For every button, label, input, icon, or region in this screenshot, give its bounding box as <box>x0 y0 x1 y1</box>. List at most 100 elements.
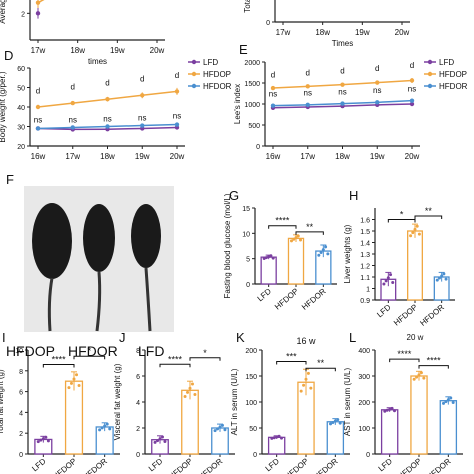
data-dot-g-1-0 <box>289 239 293 243</box>
x-axis-label-cb: Times <box>332 39 353 48</box>
y-tick-label-l-3: 300 <box>358 374 370 381</box>
y-tick-label-j-2: 4 <box>136 400 140 407</box>
data-dot-h-1-2 <box>413 227 417 231</box>
series-point-d-2-2 <box>105 124 110 129</box>
legend-label-e-0: LFD <box>439 58 454 67</box>
data-dot-g-1-4 <box>299 238 303 242</box>
series-point-e-2-4 <box>409 98 415 103</box>
significance-label-i-0: **** <box>52 355 67 365</box>
panel-letter-k: K <box>236 330 245 345</box>
y-tick-label-h-6: 1.5 <box>360 229 370 236</box>
panel-letter-l: L <box>349 330 356 345</box>
data-dot-l-0-0 <box>383 409 387 413</box>
data-dot-i-0-1 <box>39 438 43 442</box>
data-dot-l-2-4 <box>451 400 455 404</box>
data-dot-i-1-4 <box>77 383 81 387</box>
data-dot-j-2-3 <box>220 423 224 427</box>
data-dot-h-2-4 <box>444 277 448 281</box>
data-dot-h-1-0 <box>409 234 413 238</box>
y-axis-label-l: AST in serum (U/L) <box>343 368 352 437</box>
y-tick-label-i-0: 0 <box>19 452 23 459</box>
y-axis-label-e: Lee's index <box>233 84 242 124</box>
significance-bracket-j-0 <box>159 363 191 368</box>
x-tick-label-c-1: 18w <box>70 46 85 55</box>
significance-label-j-1: * <box>203 348 207 358</box>
series-point-e-1-2 <box>340 82 345 87</box>
legend-label-d-2: HFDOR <box>203 82 232 91</box>
data-dot-k-2-0 <box>328 422 332 426</box>
bar-l-0 <box>380 409 399 455</box>
legend-label-d-0: LFD <box>203 58 218 67</box>
y-tick-label-j-1: 2 <box>136 426 140 433</box>
data-dot-i-1-3 <box>75 373 79 377</box>
y-tick-label-i-3: 6 <box>19 390 23 397</box>
annotation-e-8: ns <box>373 86 381 95</box>
y-tick-label-d-3: 50 <box>17 86 25 93</box>
y-tick-label-l-1: 100 <box>358 426 370 433</box>
legend-marker-e-1 <box>427 71 433 77</box>
x-tick-label-c-3: 20w <box>150 46 165 55</box>
x-tick-label-k-1: HFDOP <box>283 457 310 474</box>
data-dot-g-1-3 <box>296 234 300 238</box>
x-tick-label-h-1: HFDOP <box>392 303 419 328</box>
series-point-e-2-3 <box>375 100 380 105</box>
significance-label-g-0: **** <box>275 216 290 226</box>
annotation-d-9: ns <box>173 112 181 121</box>
data-dot-l-0-1 <box>385 408 389 412</box>
y-tick-label-g-3: 15 <box>242 206 250 213</box>
data-dot-g-0-3 <box>269 254 273 258</box>
series-point-e-1-0 <box>270 85 276 91</box>
data-dot-k-1-2 <box>304 377 308 381</box>
annotation-e-0: d <box>271 71 275 80</box>
data-dot-g-1-1 <box>292 237 296 241</box>
data-dot-l-0-4 <box>393 409 397 413</box>
y-tick-label-e-0: 0 <box>256 144 260 151</box>
x-tick-label-c-0: 17w <box>31 46 46 55</box>
data-dot-k-0-3 <box>277 434 281 438</box>
x-tick-label-g-0: LFD <box>256 287 274 304</box>
x-tick-label-g-1: HFDOP <box>273 287 300 312</box>
mouse-photo <box>32 203 161 332</box>
y-axis-label-g: Fasting blood glucose (mol/L) <box>223 193 232 298</box>
data-dot-h-0-1 <box>384 279 388 283</box>
series-point-d-1-2 <box>105 97 110 102</box>
y-tick-label-i-5: 10 <box>15 348 23 355</box>
x-tick-label-c-2: 19w <box>110 46 125 55</box>
data-dot-k-2-1 <box>331 420 335 424</box>
annotation-d-2: d <box>105 79 109 88</box>
bar-k-2 <box>326 421 345 455</box>
annotation-d-5: ns <box>34 116 42 125</box>
y-tick-label-h-2: 1.1 <box>360 275 370 282</box>
data-dot-h-0-3 <box>389 273 393 277</box>
data-dot-l-1-4 <box>422 376 426 380</box>
x-tick-label-i-1: HFDOP <box>51 457 78 474</box>
y-tick-label-h-7: 1.6 <box>360 218 370 225</box>
data-dot-l-1-1 <box>415 375 419 379</box>
data-dot-k-1-3 <box>306 371 310 375</box>
data-dot-g-0-1 <box>264 256 268 260</box>
data-dot-k-1-4 <box>309 386 313 390</box>
significance-bracket-h-1 <box>414 215 443 220</box>
data-dot-l-1-3 <box>419 371 423 375</box>
data-dot-j-2-0 <box>213 429 217 433</box>
significance-bracket-l-0 <box>389 358 420 363</box>
y-axis-label-d: Body weight (g/per.) <box>0 71 7 142</box>
significance-bracket-i-1 <box>73 355 106 360</box>
data-dot-l-0-3 <box>390 406 394 410</box>
bar-h-1 <box>407 230 423 301</box>
mouse-lfd-tail <box>144 267 152 332</box>
significance-label-l-0: **** <box>397 349 412 359</box>
x-tick-label-j-0: LFD <box>147 457 165 474</box>
y-axis-label-j: Visceral fat weight (g) <box>113 363 122 440</box>
mouse-photo-panel <box>24 186 174 332</box>
y-tick-label-d-4: 60 <box>17 66 25 73</box>
panel-letter-h: H <box>349 188 358 203</box>
data-dot-h-2-0 <box>435 278 439 282</box>
bar-g-0 <box>260 256 277 285</box>
y-tick-label-j-4: 8 <box>136 348 140 355</box>
data-dot-k-0-4 <box>280 436 284 440</box>
x-tick-label-j-1: HFDOP <box>167 457 194 474</box>
panel-letter-i: I <box>2 330 6 345</box>
annotation-e-7: ns <box>338 87 346 96</box>
